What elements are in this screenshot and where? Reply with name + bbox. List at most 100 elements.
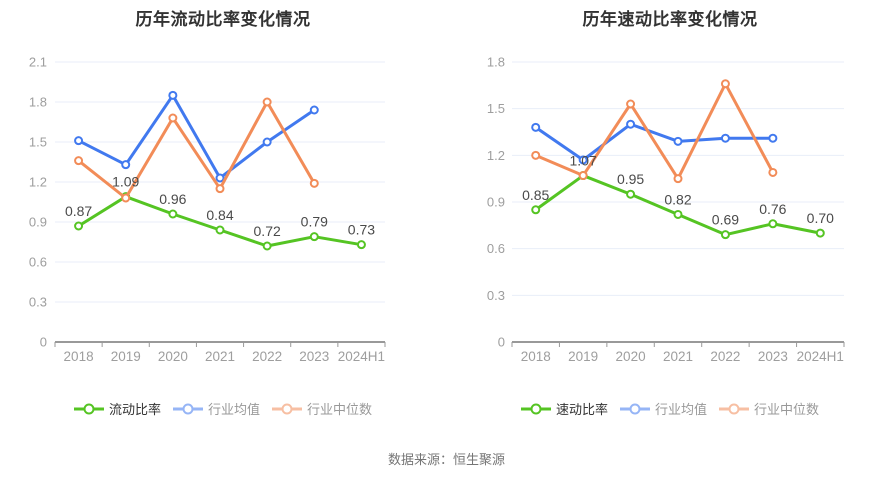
data-point-marker — [168, 90, 178, 100]
data-point-marker — [531, 205, 541, 215]
legend-item-green-series[interactable]: 速动比率 — [520, 399, 608, 418]
data-point-marker — [720, 230, 730, 240]
data-label: 1.09 — [112, 174, 139, 190]
data-point-marker — [768, 167, 778, 177]
data-point-marker — [531, 122, 541, 132]
grid: 0 0.3 0.6 0.9 1.2 1.5 1.8 — [487, 55, 844, 350]
legend-item-orange-series[interactable]: 行业中位数 — [719, 399, 819, 418]
data-point-marker — [768, 133, 778, 143]
line-series-legend-icon — [719, 403, 749, 414]
data-point-marker — [168, 113, 178, 123]
x-tick-label: 2020 — [158, 349, 188, 364]
data-labels: 0.87 1.09 0.96 0.84 0.72 0.79 0.73 — [65, 174, 375, 239]
data-label: 0.72 — [254, 223, 281, 239]
y-tick-label: 0.3 — [29, 295, 47, 310]
legend-label: 流动比率 — [108, 402, 161, 417]
legend-label: 速动比率 — [555, 402, 608, 417]
data-label: 0.82 — [664, 191, 691, 207]
x-tick-label: 2018 — [521, 349, 551, 364]
line-series-legend-icon — [172, 403, 203, 414]
data-label: 1.07 — [570, 153, 597, 169]
data-point-marker — [720, 133, 730, 143]
y-tick-label: 1.8 — [29, 95, 47, 110]
series-blue — [531, 119, 778, 165]
data-label: 0.96 — [159, 191, 186, 207]
y-tick-label: 0.9 — [487, 195, 505, 210]
chart-title: 历年流动比率变化情况 — [135, 10, 311, 29]
x-tick-label: 2023 — [758, 349, 788, 364]
x-tick-label: 2024H1 — [797, 349, 844, 364]
line-series-legend-icon — [272, 403, 302, 414]
legend-label: 行业中位数 — [754, 402, 820, 417]
y-tick-label: 1.8 — [487, 55, 505, 70]
y-tick-label: 1.2 — [487, 148, 505, 163]
data-point-marker — [720, 79, 730, 89]
data-point-marker — [262, 241, 272, 251]
x-tick-label: 2021 — [663, 349, 693, 364]
x-axis: 2018 2019 2020 2021 2022 2023 2024H1 — [511, 341, 845, 364]
y-tick-label: 1.5 — [29, 135, 47, 150]
data-point-marker — [673, 209, 683, 219]
data-point-marker — [309, 178, 319, 188]
data-label: 0.73 — [348, 222, 375, 238]
y-tick-label: 0.9 — [29, 215, 47, 230]
x-tick-label: 2022 — [710, 349, 740, 364]
data-label: 0.76 — [759, 201, 786, 217]
data-label: 0.79 — [301, 214, 328, 230]
data-point-marker — [531, 150, 541, 160]
data-point-marker — [215, 225, 225, 235]
data-label: 0.85 — [522, 187, 549, 203]
data-point-marker — [215, 184, 225, 194]
series-orange — [531, 79, 778, 184]
data-point-marker — [626, 99, 636, 109]
data-label: 0.84 — [206, 207, 233, 223]
y-tick-label: 2.1 — [29, 55, 47, 70]
x-tick-label: 2021 — [205, 349, 235, 364]
data-label: 0.70 — [807, 210, 834, 226]
y-tick-label: 1.5 — [487, 101, 505, 116]
data-point-marker — [262, 97, 272, 107]
data-point-marker — [215, 173, 225, 183]
data-label: 0.87 — [65, 203, 92, 219]
data-point-marker — [768, 219, 778, 229]
y-tick-label: 0.6 — [29, 255, 47, 270]
data-point-marker — [74, 136, 84, 146]
line-series-legend-icon — [520, 403, 551, 414]
x-axis: 2018 2019 2020 2021 2022 2023 2024H1 — [54, 341, 386, 364]
legend-item-blue-series[interactable]: 行业均值 — [172, 399, 260, 418]
chart-title: 历年速动比率变化情况 — [582, 10, 758, 29]
x-tick-label: 2024H1 — [338, 349, 385, 364]
data-point-marker — [74, 221, 84, 231]
legend-label: 行业均值 — [654, 402, 707, 417]
series-blue — [74, 90, 319, 183]
data-point-marker — [121, 193, 131, 203]
data-point-marker — [309, 232, 319, 242]
data-point-marker — [356, 240, 366, 250]
y-tick-label: 0.3 — [487, 288, 505, 303]
grid: 0 0.3 0.6 0.9 1.2 1.5 1.8 2.1 — [29, 55, 385, 350]
legend-item-blue-series[interactable]: 行业均值 — [619, 399, 707, 418]
data-point-marker — [309, 105, 319, 115]
legend-item-orange-series[interactable]: 行业中位数 — [272, 399, 372, 418]
y-tick-label: 1.2 — [29, 175, 47, 190]
data-point-marker — [578, 155, 588, 165]
x-tick-label: 2018 — [64, 349, 94, 364]
x-tick-label: 2022 — [252, 349, 282, 364]
x-tick-label: 2019 — [111, 349, 141, 364]
line-series-legend-icon — [619, 403, 650, 414]
current-ratio-chart: 历年流动比率变化情况 0 0.3 0.6 0.9 1.2 1.5 1.8 2.1 2018 201… — [0, 0, 446, 440]
y-tick-label: 0.6 — [487, 241, 505, 256]
legend-item-green-series[interactable]: 流动比率 — [73, 399, 161, 418]
x-tick-label: 2023 — [299, 349, 329, 364]
data-point-marker — [121, 160, 131, 170]
legend: 速动比率 行业均值 行业中位数 — [447, 399, 893, 418]
x-tick-label: 2020 — [616, 349, 646, 364]
x-tick-label: 2019 — [568, 349, 598, 364]
data-source-note: 数据来源：恒生聚源 — [387, 452, 505, 467]
series-orange — [74, 97, 319, 203]
data-point-marker — [168, 209, 178, 219]
data-point-marker — [262, 137, 272, 147]
